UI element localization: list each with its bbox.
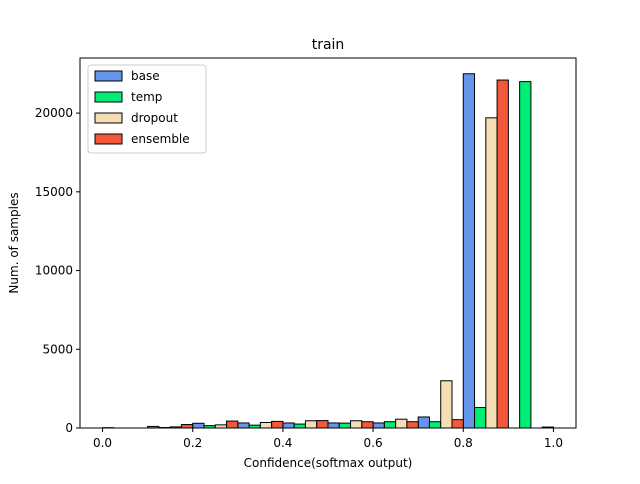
y-tick-label: 5000 (42, 342, 73, 356)
bar-base-bin-6 (373, 423, 384, 428)
legend-label-dropout: dropout (131, 111, 178, 125)
bar-base-bin-3 (238, 423, 249, 428)
y-tick-label: 20000 (35, 106, 73, 120)
bar-dropout-bin-3 (260, 422, 271, 428)
legend-swatch-base (95, 71, 122, 81)
y-axis-label: Num. of samples (7, 192, 21, 293)
x-tick-label: 0.4 (273, 436, 292, 450)
chart-title: train (312, 37, 345, 53)
bar-base-bin-7 (418, 417, 429, 428)
x-tick-label: 0.2 (183, 436, 202, 450)
bar-ensemble-bin-6 (407, 422, 418, 428)
x-tick-label: 0.8 (454, 436, 473, 450)
legend-swatch-temp (95, 92, 122, 102)
bar-temp-bin-9 (520, 82, 531, 428)
bar-base-bin-4 (283, 423, 294, 428)
x-tick-label: 0.0 (93, 436, 112, 450)
bar-ensemble-bin-1 (181, 425, 192, 428)
legend-label-temp: temp (131, 90, 162, 104)
bar-base-bin-5 (328, 423, 339, 428)
y-tick-label: 0 (65, 421, 73, 435)
x-axis-label: Confidence(softmax output) (244, 456, 413, 470)
x-tick-label: 0.6 (364, 436, 383, 450)
bar-dropout-bin-8 (486, 118, 497, 428)
bar-base-bin-8 (463, 74, 474, 428)
bar-dropout-bin-7 (441, 381, 452, 428)
bar-dropout-bin-6 (396, 419, 407, 428)
legend-label-base: base (131, 69, 160, 83)
bar-ensemble-bin-8 (497, 80, 508, 428)
legend-swatch-dropout (95, 113, 122, 123)
bar-dropout-bin-5 (351, 421, 362, 428)
legend-label-ensemble: ensemble (131, 132, 190, 146)
x-tick-label: 1.0 (544, 436, 563, 450)
bar-dropout-bin-4 (305, 421, 316, 428)
bar-temp-bin-6 (384, 422, 395, 428)
bar-temp-bin-8 (475, 408, 486, 428)
bar-temp-bin-7 (429, 422, 440, 428)
bar-ensemble-bin-4 (317, 421, 328, 428)
bar-temp-bin-4 (294, 424, 305, 428)
bar-ensemble-bin-3 (272, 421, 283, 428)
bar-base-bin-2 (193, 423, 204, 428)
y-tick-label: 10000 (35, 264, 73, 278)
bar-ensemble-bin-2 (227, 421, 238, 428)
bar-ensemble-bin-5 (362, 422, 373, 428)
bar-ensemble-bin-7 (452, 420, 463, 428)
y-tick-label: 15000 (35, 185, 73, 199)
legend-swatch-ensemble (95, 134, 122, 144)
legend: base temp dropout ensemble (88, 65, 206, 153)
bar-temp-bin-5 (339, 423, 350, 428)
